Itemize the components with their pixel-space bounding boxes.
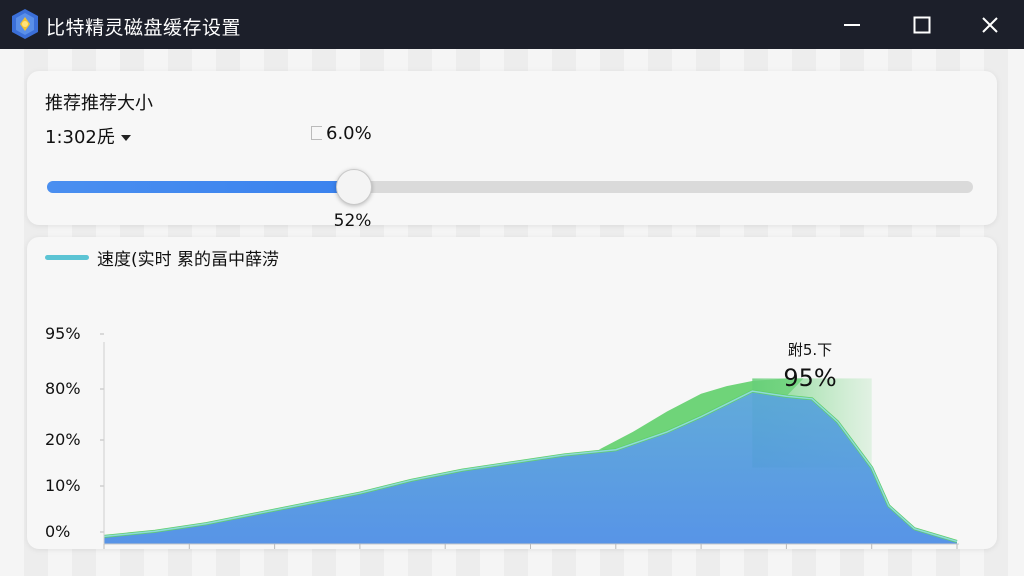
y-tick-label: 80% bbox=[45, 379, 81, 398]
y-tick-label: 20% bbox=[45, 430, 81, 449]
speed-chart-card: 速度(实时 累的畐中薛涝 95%80%20%10%0%0.02.53.02.5-… bbox=[27, 237, 997, 549]
series-line bbox=[103, 390, 958, 543]
cache-size-card: 推荐推荐大小 1:302兏 6.0% 52% bbox=[27, 71, 997, 231]
legend-label: 速度(实时 累的畐中薛涝 bbox=[97, 249, 280, 270]
title-bar: 比特精灵磁盘缓存设置 bbox=[0, 0, 1024, 49]
chevron-down-icon bbox=[120, 135, 131, 141]
slider-top-value: 6.0% bbox=[311, 123, 372, 144]
slider-fill bbox=[47, 181, 353, 193]
maximize-button[interactable] bbox=[890, 0, 954, 49]
close-icon bbox=[982, 16, 998, 33]
speed-area-chart: 95%80%20%10%0%0.02.53.02.5-1.4012.0130 跗… bbox=[45, 324, 959, 549]
minimize-icon bbox=[844, 23, 860, 26]
legend-swatch bbox=[45, 254, 89, 260]
cache-size-dropdown[interactable]: 1:302兏 bbox=[45, 123, 131, 149]
chart-legend: 速度(实时 累的畐中薛涝 bbox=[45, 245, 280, 270]
maximize-icon bbox=[913, 16, 931, 33]
series-area-fill bbox=[104, 391, 957, 544]
peak-annotation-value: 95% bbox=[783, 364, 836, 392]
y-tick-label: 10% bbox=[45, 476, 81, 495]
slider-top-value-text: 6.0% bbox=[326, 123, 372, 144]
cache-size-slider[interactable] bbox=[47, 169, 973, 205]
y-tick-label: 0% bbox=[45, 522, 70, 541]
flag-icon bbox=[311, 126, 322, 140]
y-tick-label: 95% bbox=[45, 324, 81, 343]
cache-size-value: 1:302兏 bbox=[45, 127, 115, 148]
slider-percent-label: 52% bbox=[333, 211, 372, 231]
slider-thumb[interactable] bbox=[335, 169, 372, 205]
peak-annotation-label: 跗5.下 bbox=[788, 341, 832, 359]
app-gem-icon bbox=[12, 9, 38, 39]
series-green-band bbox=[598, 378, 804, 450]
minimize-button[interactable] bbox=[820, 0, 884, 49]
section-title: 推荐推荐大小 bbox=[45, 93, 153, 114]
close-button[interactable] bbox=[958, 0, 1022, 49]
window-title: 比特精灵磁盘缓存设置 bbox=[46, 17, 242, 39]
main-content: 推荐推荐大小 1:302兏 6.0% 52% 速度(实时 累的畐中薛涝 bbox=[0, 49, 1024, 576]
